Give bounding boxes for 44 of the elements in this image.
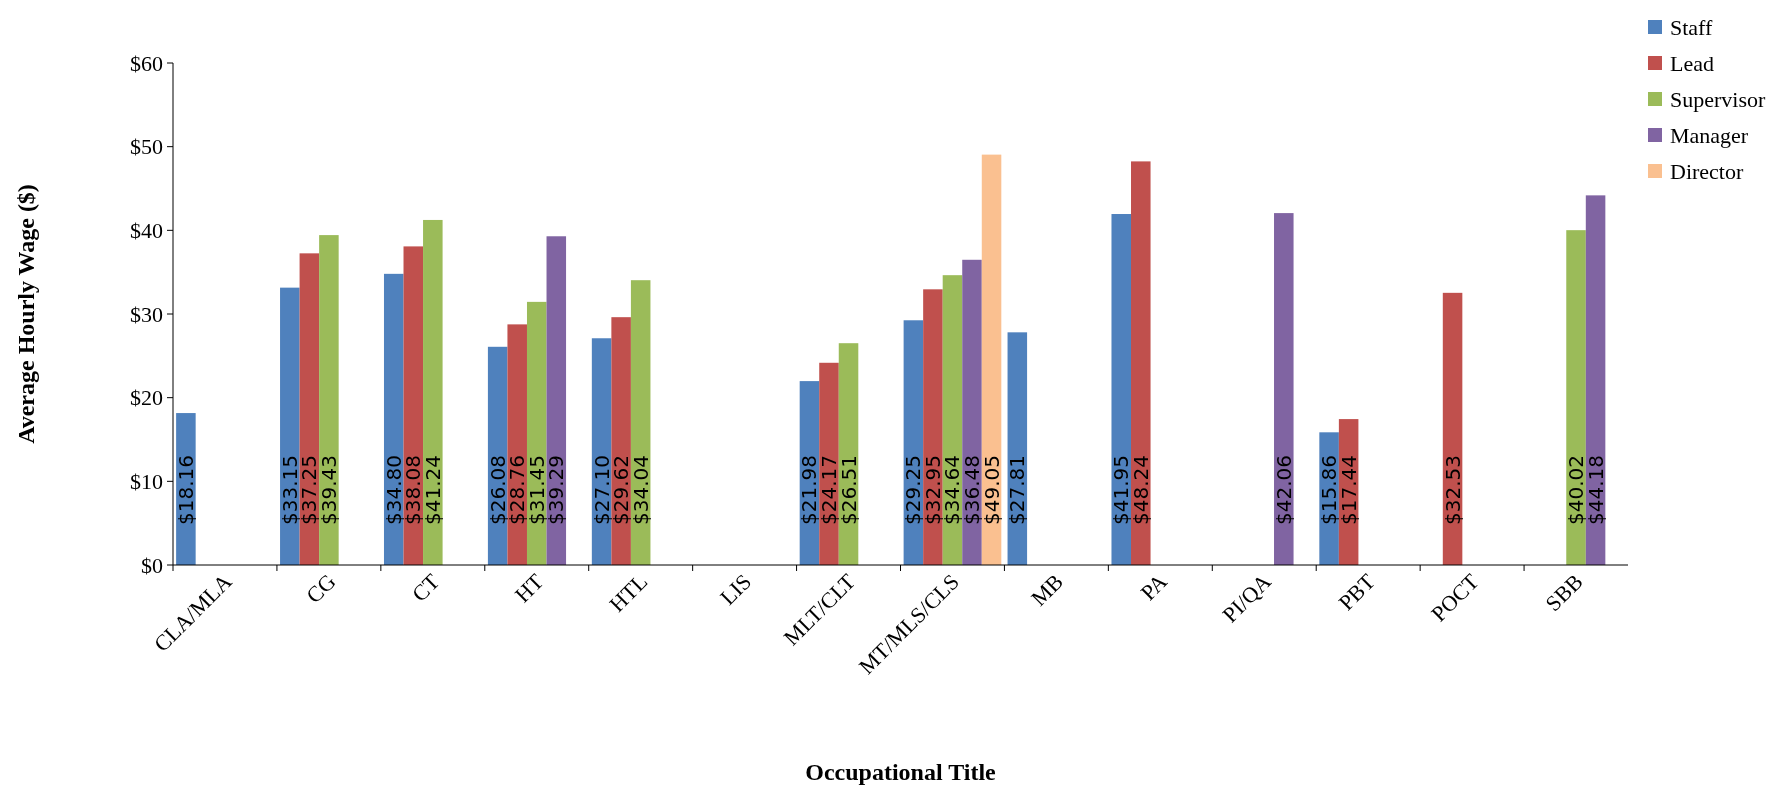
bar [1131,161,1151,565]
x-tick-label: CG [301,568,341,609]
legend-label: Staff [1670,14,1714,40]
x-tick-label: MB [1026,568,1068,611]
x-axis-title: Occupational Title [805,759,997,785]
bar [923,289,943,565]
y-tick-label: $10 [130,469,163,495]
bar [1585,195,1606,565]
x-tick-label: LIS [715,568,757,610]
bar [423,219,443,565]
x-tick-label: CT [406,568,445,607]
y-tick-label: $50 [130,134,163,160]
bar [1111,214,1132,565]
y-tick-label: $0 [141,552,163,578]
data-label: $32.53 [1440,455,1465,525]
bar [280,287,300,565]
bar [546,236,567,565]
bar [962,259,982,565]
bar [526,301,547,565]
bar [981,154,1002,565]
legend-label: Supervisor [1670,86,1766,112]
legend-label: Manager [1670,122,1749,148]
legend-label: Lead [1670,50,1714,76]
bar [507,324,527,565]
data-label: $39.43 [316,455,341,525]
x-tick-label: PA [1135,568,1172,605]
bar [819,362,839,565]
y-tick-label: $20 [130,385,163,411]
x-tick-label: SBB [1540,568,1588,616]
data-label: $18.16 [173,455,198,525]
data-label: $27.81 [1005,455,1030,525]
y-tick-label: $40 [130,218,163,244]
y-tick-label: $60 [130,50,163,76]
bar [1566,230,1586,565]
y-tick-label: $30 [130,301,163,327]
bar [383,273,404,565]
y-axis-title: Average Hourly Wage ($) [13,184,39,444]
data-label: $42.06 [1271,455,1296,525]
bar [319,235,339,565]
x-tick-label: HTL [604,568,653,617]
bar [1274,213,1294,565]
bar [611,317,631,565]
x-tick-label: HT [509,568,549,608]
legend-label: Director [1670,158,1744,184]
